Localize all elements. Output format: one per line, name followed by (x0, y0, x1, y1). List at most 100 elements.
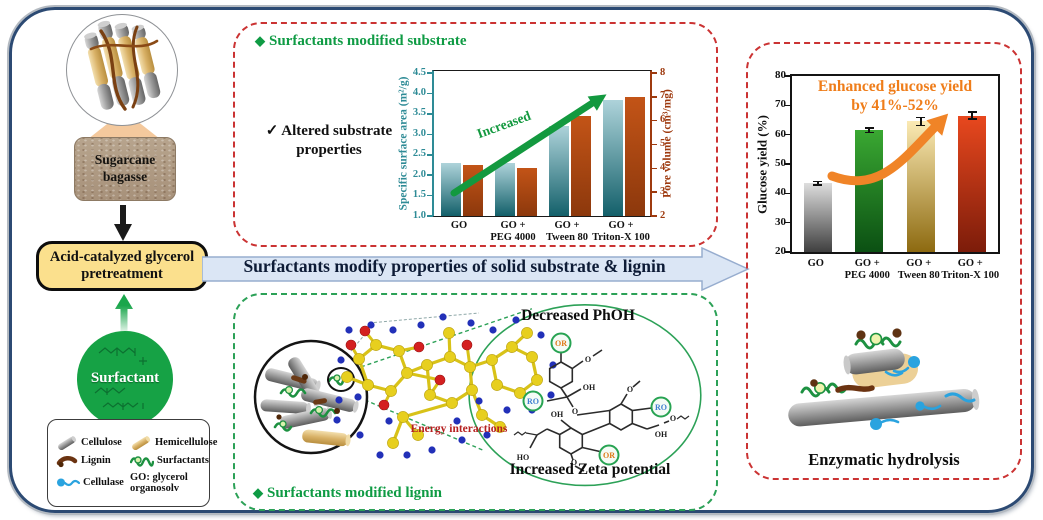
right-tick-label: 4 (660, 161, 666, 173)
carbon-atom (421, 359, 433, 371)
carbon-atom (506, 341, 518, 353)
carbon-atom (446, 397, 458, 409)
carbon-atom (401, 367, 413, 379)
y-tick-label: 50 (775, 157, 786, 169)
pore-volume-bar (571, 115, 591, 216)
legend-label-hemicellulose: Hemicellulose (155, 436, 218, 448)
error-bar-cap (916, 124, 926, 127)
lignin-molecule-model (333, 312, 557, 459)
carbon-atom (341, 371, 353, 383)
surface-area-bar (549, 126, 569, 216)
glucose-x-labels: GO GO + PEG 4000 GO + Tween 80 GO + Triton-X 1… (790, 258, 1000, 284)
cellulase-icon (57, 478, 80, 487)
hydrogen-atom (337, 356, 345, 364)
oh-label: OH (583, 383, 596, 392)
carbon-atom (491, 379, 503, 391)
sugarcane-bagasse-label: Sugarcane bagasse (94, 152, 156, 184)
category-label: GO (450, 220, 468, 231)
y-tick-mark (785, 104, 791, 107)
left-tick-label: 4.5 (412, 66, 426, 78)
left-tick-label: 2.5 (412, 148, 426, 160)
legend-label-cellulase: Cellulase (83, 477, 124, 489)
carbon-atom (387, 437, 399, 449)
increased-annotation: Increased (474, 107, 533, 142)
carbon-atom (486, 354, 498, 366)
error-bar-cap (967, 111, 977, 113)
surface-area-bar (441, 162, 461, 216)
legend-item-cellulose: Cellulose (56, 435, 128, 450)
enhanced-yield-headline: Enhanced glucose yield by 41%-52% (792, 78, 998, 115)
left-tick-mark (427, 92, 433, 95)
down-arrow-icon (114, 205, 132, 241)
up-arrow-icon (115, 294, 133, 332)
hydrogen-atom (389, 326, 397, 334)
left-tick-label: 3.5 (412, 107, 426, 119)
surfactant-structure-sketch (94, 347, 147, 410)
surface-area-bar (495, 162, 515, 216)
carbon-atom (397, 411, 409, 423)
hydrogen-atom (428, 446, 436, 454)
oxygen-atom (378, 399, 390, 411)
y-tick-label: 80 (775, 69, 786, 81)
pore-volume-bar (517, 168, 537, 216)
outer-frame (9, 7, 1034, 513)
hydrogen-atom (547, 391, 555, 399)
y-tick-mark (785, 221, 791, 224)
glucose-yield-bar (958, 115, 987, 252)
distance-line (368, 312, 480, 324)
error-bar (816, 181, 819, 185)
glucose-yield-bar (855, 130, 884, 252)
hydrogen-atom (356, 431, 364, 439)
enhanced-yield-line1: Enhanced glucose yield (817, 78, 973, 95)
right-tick-mark (651, 215, 657, 217)
legend-label-cellulose: Cellulose (81, 436, 122, 448)
sugarcane-bagasse-box: Sugarcane bagasse (74, 137, 176, 201)
decreased-phoh-label: Decreased PhOH (521, 307, 635, 324)
lignin-panel: Decreased PhOH (233, 293, 718, 511)
oxygen-atom (359, 325, 371, 337)
right-tick-label: 6 (660, 114, 666, 126)
bond (402, 401, 453, 419)
carbon-atom (514, 387, 526, 399)
glucose-yield-bar (803, 183, 832, 252)
oxygen-atom (461, 339, 473, 351)
pretreatment-box: Acid-catalyzed glycerol pretreatment (36, 241, 208, 291)
y-tick-mark (785, 251, 791, 253)
magnifier-funnel (88, 122, 160, 139)
surfactant-label: Surfactant (90, 370, 160, 387)
right-tick-mark (651, 167, 657, 170)
error-bar-cap (813, 184, 823, 186)
yield-panel: Glucose yield (%) Enhanced glucose yield… (746, 42, 1022, 480)
carbon-atom (424, 389, 436, 401)
increased-zeta-label: Increased Zeta potential (509, 461, 671, 478)
glucose-plot-area: Enhanced glucose yield by 41%-52% 20 30 40… (775, 70, 1000, 257)
ro-label: RO (655, 403, 667, 412)
o-label: O (585, 355, 591, 364)
hydrogen-atom (367, 321, 375, 329)
right-tick-label: 5 (660, 138, 666, 149)
left-tick-label: 4.0 (412, 86, 426, 98)
carbon-atom (370, 339, 382, 351)
carbon-atom (385, 385, 397, 397)
y-tick-label: 30 (775, 215, 786, 228)
legend-item-hemicellulose: Hemicellulose (130, 435, 217, 450)
hydrogen-atom (403, 451, 411, 459)
left-tick-mark (427, 194, 433, 197)
hydrogen-atom (335, 396, 343, 404)
surfactants-icon (130, 456, 154, 468)
carbon-atom (494, 421, 506, 433)
diamond-bullet-icon: ◆ (253, 485, 263, 500)
error-bar-cap (864, 127, 874, 129)
substrate-plot-area: Increased 1.0 1.5 2.0 2.5 3.0 3.5 4.0 4.5 2 3 4 5 6 7… (413, 67, 665, 220)
legend-item-cellulase: Cellulase (56, 472, 128, 494)
right-tick-mark (651, 72, 657, 74)
cellulose-icon (58, 436, 77, 450)
lignin-icon (56, 455, 78, 468)
left-axis-title: Specific surface area (m²/g) (397, 76, 410, 211)
left-tick-mark (427, 72, 433, 74)
y-tick-label: 70 (775, 98, 786, 111)
hydrogen-atom (417, 321, 425, 329)
surface-area-bar (603, 99, 623, 216)
hemicellulose-icon (132, 436, 151, 450)
hydrogen-atom (385, 417, 393, 425)
